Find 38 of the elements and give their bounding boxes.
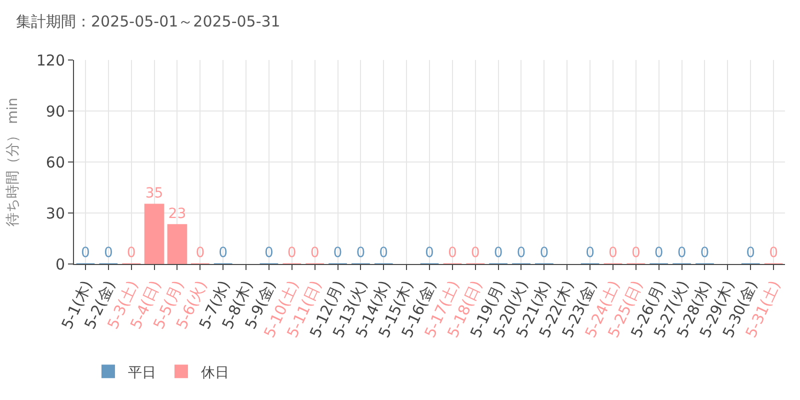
data-label: 0	[700, 245, 710, 261]
data-label: 0	[264, 245, 274, 261]
y-tick-label: 120	[36, 51, 65, 70]
data-label: 23	[168, 206, 186, 222]
data-label: 0	[218, 245, 228, 261]
data-label: 35	[145, 186, 164, 202]
data-label: 0	[586, 245, 595, 261]
y-tick-label: 60	[46, 153, 65, 172]
data-label: 0	[287, 245, 296, 261]
data-label: 0	[516, 245, 526, 261]
data-label: 0	[333, 245, 342, 261]
data-label: 0	[104, 245, 113, 261]
data-label: 0	[494, 245, 503, 261]
data-label: 0	[540, 245, 549, 261]
bar	[167, 224, 188, 264]
data-label: 0	[126, 245, 136, 261]
data-label: 0	[746, 245, 756, 261]
data-label: 0	[677, 245, 686, 261]
data-label: 0	[654, 245, 664, 261]
y-tick-label: 0	[55, 255, 65, 274]
data-label: 0	[356, 245, 366, 261]
data-label: 0	[425, 245, 434, 261]
data-label: 0	[310, 245, 320, 261]
data-label: 0	[769, 245, 778, 261]
data-label: 0	[608, 245, 618, 261]
y-tick-label: 90	[46, 102, 65, 120]
data-label: 0	[470, 245, 480, 261]
data-label: 0	[196, 245, 205, 261]
data-label: 0	[631, 245, 640, 261]
y-tick-label: 30	[46, 204, 65, 222]
data-label: 0	[81, 245, 90, 261]
data-label: 0	[379, 245, 388, 261]
legend-label: 平日	[128, 364, 156, 381]
chart-title: 集計期間：2025-05-01～2025-05-31	[16, 12, 280, 30]
data-label: 0	[448, 245, 457, 261]
y-axis-title: 待ち時間（分） min	[4, 98, 21, 226]
legend-label: 休日	[201, 364, 230, 381]
bar	[144, 204, 164, 264]
